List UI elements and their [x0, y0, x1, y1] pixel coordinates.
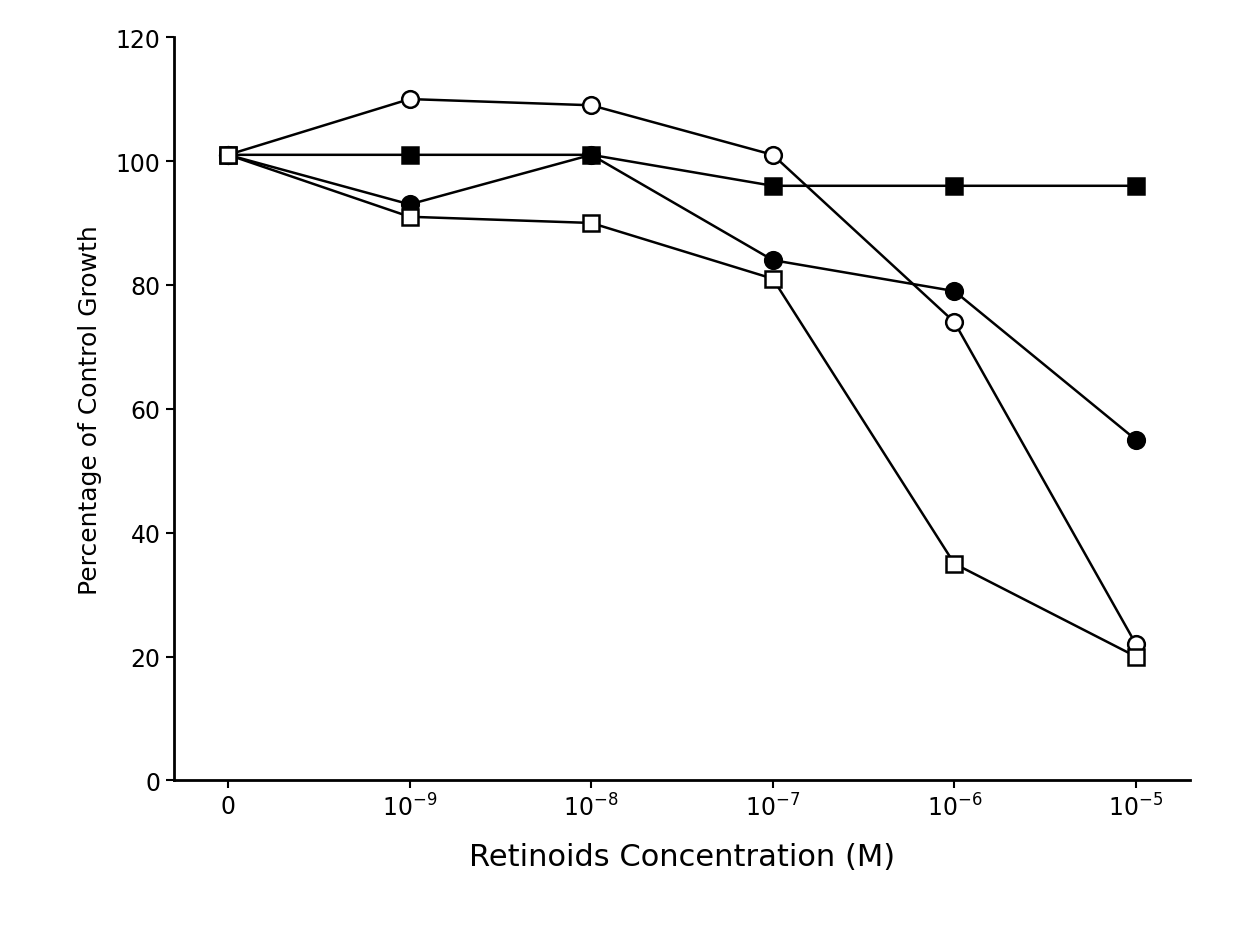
Y-axis label: Percentage of Control Growth: Percentage of Control Growth	[78, 225, 102, 594]
X-axis label: Retinoids Concentration (M): Retinoids Concentration (M)	[469, 842, 895, 871]
